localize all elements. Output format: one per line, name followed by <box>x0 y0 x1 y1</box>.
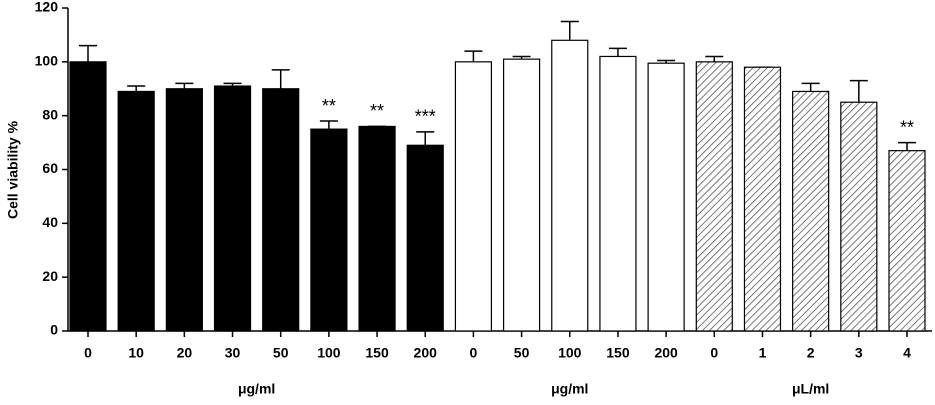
x-tick-label: 200 <box>654 345 678 361</box>
x-tick-label: 0 <box>84 345 92 361</box>
bar <box>599 55 637 332</box>
x-tick-label: 2 <box>807 345 815 361</box>
significance-label: *** <box>415 107 436 127</box>
bar <box>117 90 155 332</box>
significance-label: ** <box>370 101 384 121</box>
bar <box>840 101 878 332</box>
bar <box>213 85 252 332</box>
bar <box>69 61 107 332</box>
error-bar <box>801 82 820 92</box>
y-tick-label: 20 <box>42 268 58 284</box>
bar <box>262 88 300 332</box>
x-tick-label: 3 <box>855 345 863 361</box>
error-bar <box>175 82 194 89</box>
bar <box>502 58 541 332</box>
y-axis-label: Cell viability % <box>5 120 21 219</box>
significance-label: ** <box>900 117 914 137</box>
x-tick-label: 50 <box>273 345 289 361</box>
group-label: μg/ml <box>551 381 588 397</box>
significance-label: ** <box>322 96 336 116</box>
bar <box>406 144 444 332</box>
error-bar <box>849 79 868 103</box>
group-label: μg/ml <box>238 381 275 397</box>
bar <box>551 39 589 332</box>
x-tick-label: 0 <box>710 345 718 361</box>
y-tick-label: 80 <box>42 106 58 122</box>
x-tick-label: 4 <box>903 345 911 361</box>
x-tick-label: 200 <box>414 345 438 361</box>
bar <box>743 66 782 332</box>
bar <box>310 128 348 332</box>
error-bar <box>127 85 146 92</box>
bar <box>454 61 493 332</box>
x-tick-label: 10 <box>128 345 144 361</box>
error-bar <box>464 50 483 62</box>
x-tick-label: 150 <box>606 345 630 361</box>
y-tick-label: 60 <box>42 160 58 176</box>
error-bar <box>898 141 916 151</box>
error-bar <box>79 44 97 62</box>
y-tick-label: 100 <box>35 53 59 69</box>
y-tick-label: 0 <box>50 322 58 338</box>
error-bar <box>271 69 290 89</box>
x-tick-label: 30 <box>225 345 241 361</box>
x-tick-label: 100 <box>558 345 582 361</box>
error-bar <box>416 131 435 146</box>
x-tick-label: 150 <box>365 345 389 361</box>
error-bar <box>608 47 627 57</box>
y-tick-label: 40 <box>42 214 58 230</box>
bar <box>695 61 733 332</box>
x-tick-label: 1 <box>759 345 767 361</box>
error-bar <box>560 20 579 41</box>
bar <box>888 150 926 332</box>
x-tick-label: 20 <box>177 345 193 361</box>
error-bar <box>319 120 338 130</box>
x-tick-label: 100 <box>317 345 341 361</box>
x-tick-label: 0 <box>470 345 478 361</box>
x-tick-label: 50 <box>514 345 530 361</box>
y-tick-label: 120 <box>35 0 59 15</box>
bar <box>647 62 685 332</box>
bar <box>165 88 203 332</box>
group-label: μL/ml <box>792 381 829 397</box>
bar <box>358 125 396 332</box>
bar <box>792 90 830 332</box>
error-bar <box>705 55 724 62</box>
